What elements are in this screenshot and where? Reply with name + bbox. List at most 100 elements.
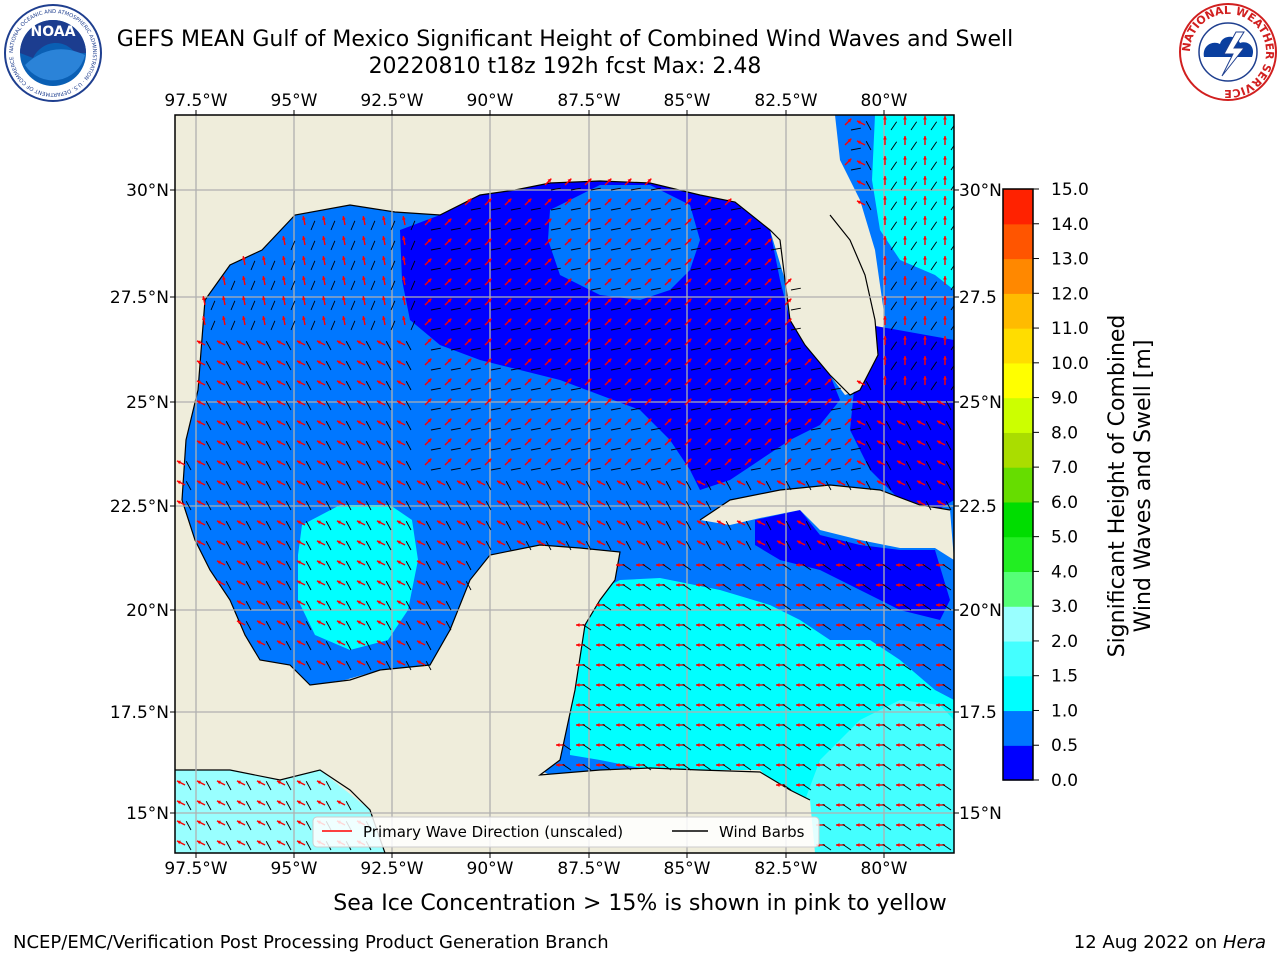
wind-barb (842, 583, 852, 591)
wind-barb (622, 603, 632, 611)
wind-barb (430, 407, 441, 411)
wind-barb (822, 563, 832, 571)
wind-barb (890, 161, 898, 171)
wind-barb (545, 521, 552, 531)
wind-barb (662, 763, 672, 771)
wave-arrow-head (236, 780, 241, 785)
wave-arrow-head (236, 820, 241, 825)
wind-barb (882, 843, 892, 851)
wind-barb (910, 221, 918, 231)
wind-barb (750, 307, 761, 311)
wind-barb (822, 583, 832, 591)
wind-barb (842, 623, 852, 631)
wave-arrow-head (776, 540, 781, 545)
wave-arrow-head (916, 643, 920, 647)
wind-barb (350, 260, 356, 271)
wave-arrow-head (456, 560, 461, 565)
wind-barb (310, 240, 316, 251)
lon-tick-label-top: 92.5°W (360, 91, 423, 111)
wave-arrow-head (616, 703, 620, 707)
wave-arrow-head (507, 198, 512, 203)
wave-arrow-head (316, 480, 321, 485)
wave-arrow-head (576, 520, 581, 525)
wave-arrow-head (316, 640, 321, 645)
wind-barb (942, 743, 952, 751)
wind-barb (225, 401, 232, 411)
wind-barb (325, 501, 332, 511)
wind-barb (770, 367, 781, 371)
wave-arrow-head (236, 340, 241, 345)
wave-arrow-head (316, 400, 321, 405)
wind-barb (790, 407, 801, 411)
wind-barb (810, 387, 821, 391)
wind-barb (250, 320, 256, 331)
wave-arrow-head (256, 640, 261, 645)
wave-arrow-head (427, 438, 432, 443)
wave-arrow-head (883, 236, 887, 240)
wave-arrow-head (547, 378, 552, 383)
wave-arrow-head (707, 278, 712, 283)
wave-arrow-head (796, 563, 800, 567)
wind-barb (922, 583, 932, 591)
wind-barb (782, 623, 792, 631)
wind-barb (205, 361, 212, 371)
wave-arrow-head (416, 500, 421, 505)
wind-barb (325, 641, 332, 651)
wind-barb (630, 307, 641, 311)
wave-arrow-head (436, 620, 441, 625)
wave-arrow-head (667, 238, 672, 243)
wave-arrow-head (707, 418, 712, 423)
wind-barb (225, 581, 232, 591)
wave-arrow-head (716, 623, 720, 627)
wind-barb (185, 781, 192, 791)
wave-arrow-head (216, 580, 221, 585)
wind-barb (285, 621, 292, 631)
wind-barb (285, 421, 292, 431)
wave-arrow-head (716, 643, 720, 647)
wave-arrow-head (776, 480, 781, 485)
wind-barb (305, 461, 312, 471)
wave-arrow-head (356, 360, 361, 365)
colorbar-swatch (1003, 362, 1033, 399)
wave-arrow-head (856, 583, 860, 587)
wave-arrow-head (356, 480, 361, 485)
wind-barb (345, 381, 352, 391)
wave-arrow-head (396, 560, 401, 565)
wave-arrow-head (487, 398, 492, 403)
wind-barb (885, 481, 892, 491)
wave-arrow-head (427, 458, 432, 463)
wind-barb (710, 347, 721, 351)
wave-arrow-head (787, 358, 792, 363)
wave-arrow-head (356, 620, 361, 625)
wave-arrow-head (567, 238, 572, 243)
wave-arrow-head (923, 356, 927, 360)
wave-arrow-head (807, 438, 812, 443)
wind-barb (325, 801, 332, 811)
wave-arrow-head (447, 338, 452, 343)
wave-arrow-head (376, 360, 381, 365)
wave-arrow-head (176, 460, 181, 465)
wind-barb (922, 843, 932, 851)
wave-arrow-head (916, 420, 921, 425)
wind-barb (185, 841, 192, 851)
wave-arrow-head (396, 540, 401, 545)
producer-credit: NCEP/EMC/Verification Post Processing Pr… (13, 932, 609, 953)
wind-barb (822, 603, 832, 611)
wind-barb (590, 327, 601, 331)
wind-barb (550, 267, 561, 271)
wave-arrow-head (696, 520, 701, 525)
wave-arrow-head (236, 600, 241, 605)
wave-arrow-head (836, 540, 841, 545)
wave-arrow-head (903, 116, 907, 120)
wave-arrow-head (636, 500, 641, 505)
wave-arrow-head (736, 563, 740, 567)
wave-arrow-head (402, 316, 406, 321)
wind-barb (305, 841, 312, 851)
wind-barb (230, 320, 236, 331)
wave-arrow-head (456, 520, 461, 525)
wave-arrow-head (242, 296, 246, 301)
wind-barb (225, 461, 232, 471)
wind-barb (710, 247, 721, 251)
wave-arrow-head (767, 378, 772, 383)
wind-barb (630, 207, 641, 211)
